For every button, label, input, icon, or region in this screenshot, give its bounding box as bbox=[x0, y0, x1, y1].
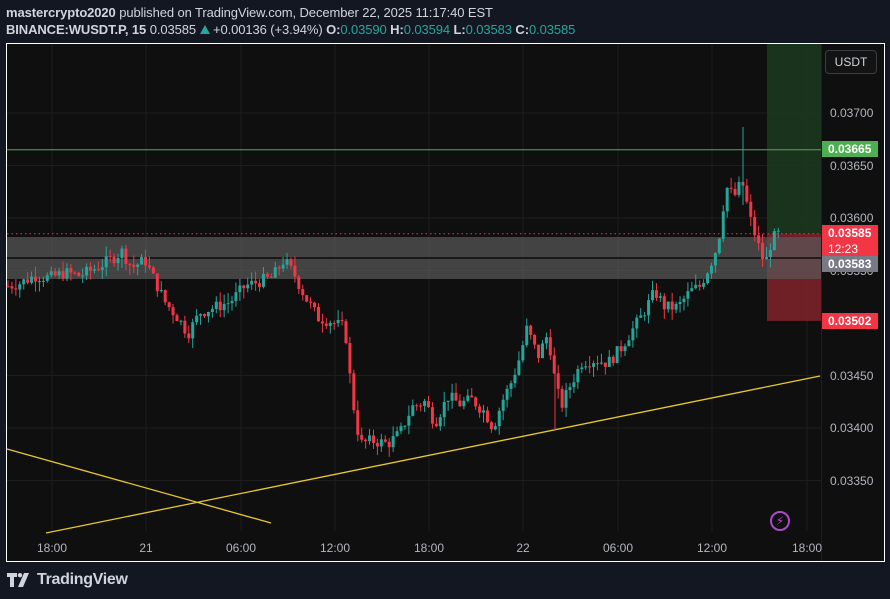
low-label: L: bbox=[453, 22, 466, 37]
brand-name: TradingView bbox=[37, 571, 128, 588]
last-price: 0.03585 bbox=[149, 22, 196, 37]
tradingview-logo[interactable]: TradingView bbox=[7, 571, 128, 589]
zone-mid-price-tag: 0.03583 bbox=[822, 256, 878, 272]
time-tick-label: 06:00 bbox=[225, 541, 257, 555]
time-tick-label: 21 bbox=[139, 541, 153, 555]
time-tick-label: 06:00 bbox=[602, 541, 634, 555]
price-tick-label: 0.03450 bbox=[830, 368, 874, 383]
currency-button[interactable]: USDT bbox=[825, 50, 877, 74]
author-name[interactable]: mastercrypto2020 bbox=[6, 5, 116, 20]
publish-info: published on TradingView.com, December 2… bbox=[119, 5, 493, 20]
price-tick-label: 0.03350 bbox=[830, 473, 874, 488]
close-label: C: bbox=[515, 22, 529, 37]
target-price-tag: 0.03665 bbox=[822, 141, 878, 157]
tradingview-logo-icon bbox=[7, 573, 29, 587]
high-label: H: bbox=[390, 22, 404, 37]
time-tick-label: 12:00 bbox=[696, 541, 728, 555]
stop-price-tag: 0.03502 bbox=[822, 313, 878, 329]
open-label: O: bbox=[326, 22, 341, 37]
current-price-tag: 0.03585 12:23 bbox=[822, 225, 878, 257]
lightning-icon[interactable]: ⚡ bbox=[770, 511, 790, 531]
time-tick-label: 18:00 bbox=[791, 541, 823, 555]
publish-line: mastercrypto2020 published on TradingVie… bbox=[6, 5, 493, 20]
price-tick-label: 0.03700 bbox=[830, 106, 874, 120]
current-price-value: 0.03585 bbox=[828, 226, 872, 240]
price-tick-label: 0.03400 bbox=[830, 421, 874, 435]
open-value: 0.03590 bbox=[340, 22, 387, 37]
low-value: 0.03583 bbox=[465, 22, 512, 37]
time-tick-label: 12:00 bbox=[319, 541, 351, 555]
up-arrow-icon bbox=[199, 25, 210, 34]
close-value: 0.03585 bbox=[528, 22, 576, 37]
chart-frame[interactable] bbox=[6, 43, 885, 562]
symbol-legend: BINANCE:WUSDT.P, 15 0.03585 +0.00136 (+3.… bbox=[6, 22, 575, 37]
symbol-title[interactable]: BINANCE:WUSDT.P, 15 bbox=[6, 22, 147, 37]
price-tick-label: 0.03600 bbox=[830, 211, 874, 225]
price-tick-label: 0.03650 bbox=[830, 158, 874, 173]
high-value: 0.03594 bbox=[403, 22, 450, 37]
price-change: +0.00136 (+3.94%) bbox=[212, 22, 323, 37]
time-tick-label: 18:00 bbox=[36, 541, 68, 555]
bar-countdown: 12:23 bbox=[828, 242, 859, 256]
time-tick-label: 18:00 bbox=[413, 541, 445, 555]
time-tick-label: 22 bbox=[516, 541, 530, 555]
